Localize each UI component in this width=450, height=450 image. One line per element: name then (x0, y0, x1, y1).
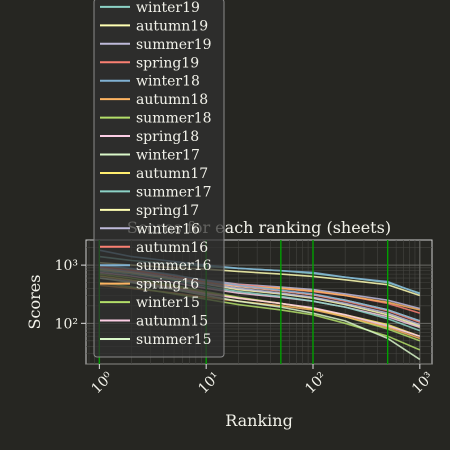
legend-label-winter18: winter18 (136, 74, 200, 90)
legend-label-winter16: winter16 (136, 221, 200, 237)
legend-label-summer17: summer17 (136, 184, 212, 200)
x-axis-label: Ranking (225, 411, 293, 430)
legend-label-autumn18: autumn18 (136, 92, 208, 108)
legend-label-spring16: spring16 (136, 277, 199, 293)
y-tick-label: 10² (55, 316, 78, 332)
legend-box (93, 0, 225, 358)
y-axis-label: Scores (25, 275, 44, 330)
y-tick-label: 10³ (55, 258, 78, 274)
legend-label-autumn17: autumn17 (136, 166, 208, 182)
legend-label-summer18: summer18 (136, 111, 212, 127)
legend-label-autumn19: autumn19 (136, 18, 208, 34)
legend-label-summer15: summer15 (136, 332, 212, 348)
legend-label-spring18: spring18 (136, 129, 199, 145)
legend: winter19 autumn19 summer19 spring19 winter18… (93, 0, 225, 358)
legend-label-spring17: spring17 (136, 203, 199, 219)
legend-label-summer16: summer16 (136, 258, 212, 274)
legend-label-winter15: winter15 (136, 295, 200, 311)
legend-label-autumn15: autumn15 (136, 314, 208, 330)
legend-label-winter19: winter19 (136, 0, 200, 16)
legend-label-autumn16: autumn16 (136, 240, 208, 256)
legend-label-spring19: spring19 (136, 55, 199, 71)
legend-label-winter17: winter17 (136, 148, 200, 164)
legend-label-summer19: summer19 (136, 37, 212, 53)
